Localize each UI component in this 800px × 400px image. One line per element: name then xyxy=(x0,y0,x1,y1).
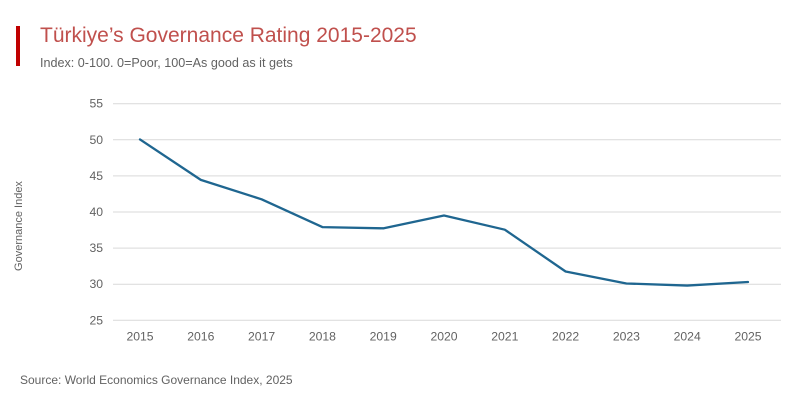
svg-text:50: 50 xyxy=(89,133,103,147)
svg-text:2016: 2016 xyxy=(187,329,214,343)
svg-text:2017: 2017 xyxy=(248,329,275,343)
svg-text:2015: 2015 xyxy=(126,329,153,343)
svg-text:45: 45 xyxy=(89,169,103,183)
svg-text:40: 40 xyxy=(89,205,103,219)
svg-text:35: 35 xyxy=(89,241,103,255)
svg-text:2025: 2025 xyxy=(734,329,761,343)
svg-text:55: 55 xyxy=(89,97,103,111)
svg-text:2023: 2023 xyxy=(613,329,640,343)
svg-text:2022: 2022 xyxy=(552,329,579,343)
svg-text:2020: 2020 xyxy=(430,329,457,343)
svg-text:25: 25 xyxy=(89,313,103,327)
svg-text:2021: 2021 xyxy=(491,329,518,343)
svg-text:2019: 2019 xyxy=(370,329,397,343)
svg-text:2024: 2024 xyxy=(674,329,701,343)
svg-text:2018: 2018 xyxy=(309,329,336,343)
svg-text:30: 30 xyxy=(89,277,103,291)
